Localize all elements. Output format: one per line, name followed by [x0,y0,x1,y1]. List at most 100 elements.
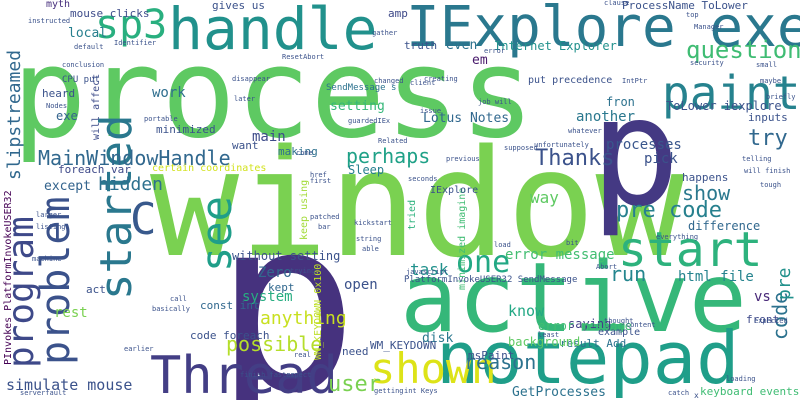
word: anything [260,310,347,328]
word: Abort [596,264,617,271]
word: IntPtr [622,78,647,85]
word: kept [268,282,295,293]
word: guardedIEx [348,118,390,125]
word: bit [566,240,579,247]
word: least [538,332,559,339]
word: happens [682,172,728,183]
word: int Keys [404,388,438,395]
word: later [234,96,255,103]
word: kickstart [354,220,392,227]
word: job will [478,99,512,106]
word: will finish [744,168,790,175]
word: html file [678,270,754,284]
word: first [310,178,331,185]
word: larger [36,212,61,219]
word: whatever [568,128,602,135]
word: even [446,39,477,52]
word: PInvokes PlatformInvokeUSER32 [4,190,14,365]
word: gives us [212,0,265,11]
word: expected [754,318,788,325]
word: earlier [124,346,154,353]
word: WM_KEYDOWN [370,340,436,351]
word: work [152,86,186,100]
word: msPaint [468,350,514,361]
word: briefly [766,94,796,101]
word: machine [32,256,62,263]
word: call [170,296,187,303]
word: problem [36,196,76,365]
word: SendMessage s [326,84,396,93]
word: certain coordinates [152,164,266,174]
word: default [74,44,104,51]
word: except [44,180,91,193]
word: expect [286,372,311,379]
word: setting [330,100,385,113]
word: maybe [760,78,781,85]
word: fron [606,96,635,108]
word: x [694,392,699,400]
word: know [508,304,544,319]
word: telling [742,156,772,163]
word: code foreach [190,330,269,341]
word: need [342,346,369,357]
word: catch [668,390,689,397]
word: unfortunately [534,142,589,149]
word: top [686,12,699,19]
word: rest [54,306,88,320]
word: Thanks [535,148,614,170]
word: want [232,140,259,151]
word: security [690,60,724,67]
word: changed [374,78,404,85]
word: CPU put [62,76,100,85]
word: able [362,246,379,253]
word: real [294,352,311,359]
word: put precedence [528,76,612,86]
word: processes [606,138,682,152]
word: pick [644,152,678,166]
word: myth [46,0,70,10]
word: listing [36,224,66,231]
word: issue [420,108,441,115]
word: clause [604,0,629,7]
word: keyboard events [700,386,799,397]
word: amp [388,8,408,19]
word: conclusion [62,62,104,69]
word: truth [404,40,437,51]
word: slipstreamed [6,50,24,180]
word: PlatformInvokeUSER32 SendMessage [404,276,577,285]
word: const int [200,300,260,311]
word: creating [424,76,458,83]
word: Identifier [114,40,156,47]
word: string [356,236,381,243]
word: Sleep [348,164,384,176]
word: try [748,128,788,150]
word: minimized [156,124,216,135]
word: supposed [504,145,538,152]
word: Related [378,138,408,145]
word: handle [168,0,378,58]
word: everything [656,234,698,241]
word: inputs [748,112,788,123]
word: open [344,278,378,292]
word: serverfault [20,390,66,397]
word: keep using [300,180,310,240]
word: way [530,190,559,206]
word: vs [754,290,771,304]
word: Zero [258,266,292,280]
word: hidden [98,176,163,194]
word: patched [310,214,340,221]
word: tough [760,182,781,189]
word: getting [374,388,404,395]
word: seconds [408,176,438,183]
word: GetProcesses [512,386,606,399]
word: come [296,150,313,157]
word: heard [42,88,75,99]
word: basically [152,306,190,313]
word: tried [408,200,418,230]
word: ResetAbort [282,54,324,61]
word: pre [776,267,794,300]
word: bar [318,224,331,231]
word: IExplore [430,186,478,196]
word: small [756,62,777,69]
